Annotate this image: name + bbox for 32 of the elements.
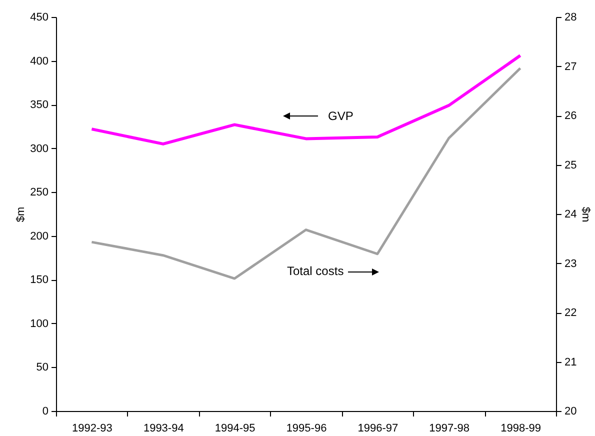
y2-tick-label: 21: [564, 356, 577, 368]
y2-tick-label: 23: [564, 258, 577, 270]
y2-tick-label: 27: [564, 60, 577, 73]
x-tick-label: 1995-96: [286, 422, 327, 434]
annotation: GVP: [328, 109, 354, 123]
line-series: [90, 54, 522, 146]
x-tick-label: 1993-94: [143, 422, 184, 434]
x-tick-label: 1992-93: [72, 422, 112, 434]
x-tick-label: 1997-98: [429, 422, 470, 434]
x-tick-label: 1996-97: [358, 422, 398, 434]
y2-axis-title: $m: [580, 206, 592, 222]
y-tick-label: 200: [30, 230, 48, 242]
line-series: [90, 66, 522, 280]
y2-tick-label: 20: [564, 406, 577, 418]
y-tick-label: 450: [30, 12, 48, 24]
y2-tick-label: 26: [564, 110, 577, 122]
y-tick-label: 50: [36, 362, 48, 374]
y-tick-label: 100: [30, 318, 48, 330]
y-tick-label: 250: [30, 186, 48, 199]
y2-tick-label: 22: [564, 307, 577, 319]
annotation: Total costs: [287, 264, 344, 278]
x-tick-label: 1994-95: [214, 422, 256, 434]
y-axis-title: $m: [15, 206, 28, 222]
y2-tick-label: 24: [564, 208, 577, 220]
y-tick-label: 0: [42, 406, 48, 418]
y2-tick-label: 28: [564, 12, 577, 24]
y-tick-label: 300: [30, 142, 48, 155]
y-tick-label: 350: [30, 99, 48, 112]
y2-tick-label: 25: [564, 159, 577, 172]
x-tick-label: 1998-99: [500, 422, 541, 434]
y-tick-label: 150: [30, 274, 48, 286]
y-tick-label: 400: [30, 55, 48, 68]
